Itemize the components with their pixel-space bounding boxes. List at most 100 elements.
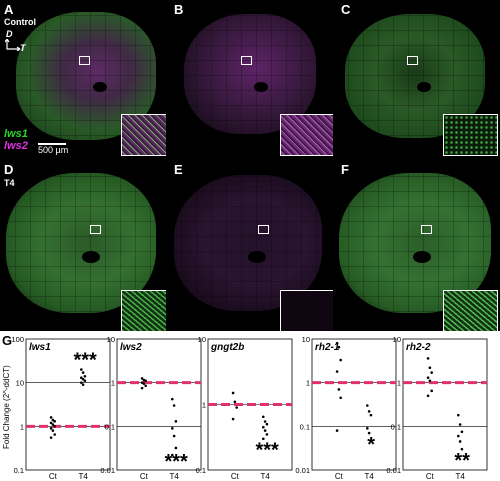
x-tick-label: T4 xyxy=(78,472,88,481)
data-point xyxy=(339,396,342,400)
chart-frame xyxy=(25,338,111,471)
data-point xyxy=(233,400,237,404)
scale-bar xyxy=(38,143,66,145)
data-point xyxy=(367,431,371,435)
data-point xyxy=(83,374,87,378)
data-point xyxy=(171,453,174,457)
panel-d-image: D T4 xyxy=(0,161,167,331)
data-point xyxy=(51,423,55,426)
panel-c-label: C xyxy=(341,2,351,17)
panel-g-charts: G Fold Change (2^-ddCT) 0.1 1 10 100 lws1 Ct T… xyxy=(2,333,488,481)
x-tick-label: Ct xyxy=(49,472,58,481)
data-point xyxy=(265,433,269,436)
panel-g-label: G xyxy=(2,333,12,348)
data-point xyxy=(263,429,267,432)
data-point xyxy=(53,425,56,428)
orientation-arrow-icon xyxy=(4,38,23,56)
data-point xyxy=(335,429,339,432)
panel-b-inset xyxy=(280,114,333,156)
panel-a-inset xyxy=(121,114,167,156)
significance-marker: *** xyxy=(73,350,97,372)
y-tick-label: 0.01 xyxy=(295,466,310,475)
data-point xyxy=(369,413,373,417)
data-point xyxy=(265,422,269,426)
data-point xyxy=(140,386,144,390)
data-point xyxy=(174,446,178,450)
data-point xyxy=(262,437,265,441)
data-point xyxy=(49,436,53,439)
y-tick-label: 1 xyxy=(306,379,310,388)
data-point xyxy=(430,389,433,393)
panel-f-inset xyxy=(443,290,498,331)
y-axis-label: Fold Change (2^-ddCT) xyxy=(2,365,11,449)
data-point xyxy=(335,370,339,373)
data-point xyxy=(262,425,265,429)
data-point xyxy=(49,427,53,430)
panel-a-label: A xyxy=(4,2,14,17)
data-point xyxy=(366,427,369,430)
y-tick-label: 10 xyxy=(198,335,206,344)
data-point xyxy=(458,423,462,426)
data-point xyxy=(458,440,462,443)
significance-marker: ** xyxy=(454,450,470,472)
data-point xyxy=(51,429,55,432)
legend-lws2: lws2 xyxy=(4,140,28,152)
y-tick-label: 0.1 xyxy=(105,422,115,431)
panel-e-label: E xyxy=(174,162,183,177)
y-tick-label: 10 xyxy=(302,335,310,344)
data-point xyxy=(142,382,146,385)
chart-title: gngt2b xyxy=(210,342,244,353)
data-point xyxy=(49,416,53,419)
x-tick-label: Ct xyxy=(231,472,240,481)
chart-frame xyxy=(311,338,397,471)
data-point xyxy=(460,430,464,434)
data-point xyxy=(428,366,432,370)
data-point xyxy=(426,376,430,379)
data-point xyxy=(83,379,87,383)
orientation-temporal: T xyxy=(20,43,26,53)
data-point xyxy=(172,434,176,438)
data-point xyxy=(81,383,85,386)
data-point xyxy=(457,413,460,417)
data-point xyxy=(335,341,339,345)
x-tick-label: Ct xyxy=(426,472,435,481)
chart-title: lws2 xyxy=(120,342,142,353)
panel-b-image: B xyxy=(166,0,333,161)
data-point xyxy=(366,404,369,407)
data-point xyxy=(426,394,430,398)
data-point xyxy=(80,368,83,371)
x-tick-label: T4 xyxy=(260,472,270,481)
y-tick-label: 1 xyxy=(397,379,401,388)
t4-label: T4 xyxy=(4,178,15,188)
data-point xyxy=(337,388,341,391)
panel-e-image: E xyxy=(166,161,333,331)
scale-bar-label: 500 µm xyxy=(38,145,69,155)
chart-title: lws1 xyxy=(29,342,51,353)
significance-marker: * xyxy=(367,434,375,456)
data-point xyxy=(171,427,174,430)
data-point xyxy=(80,376,83,379)
data-point xyxy=(231,391,235,395)
data-point xyxy=(457,434,460,438)
chart-title: rh2-1 xyxy=(315,342,340,353)
panel-c-image: C xyxy=(333,0,500,161)
legend-lws1: lws1 xyxy=(4,128,28,140)
significance-marker: *** xyxy=(164,451,188,473)
y-tick-label: 10 xyxy=(107,335,115,344)
control-label: Control xyxy=(4,17,36,27)
y-tick-label: 10 xyxy=(393,335,401,344)
data-point xyxy=(53,420,56,423)
data-point xyxy=(80,381,83,384)
data-point xyxy=(51,418,55,422)
x-tick-label: T4 xyxy=(364,472,374,481)
data-point xyxy=(263,420,267,423)
data-point xyxy=(144,379,147,383)
y-tick-label: 0.1 xyxy=(391,422,401,431)
data-point xyxy=(426,357,430,360)
orientation-dorsal: D xyxy=(6,29,13,39)
x-tick-label: T4 xyxy=(169,472,179,481)
data-point xyxy=(172,404,176,407)
x-tick-label: Ct xyxy=(335,472,344,481)
data-point xyxy=(140,377,144,380)
